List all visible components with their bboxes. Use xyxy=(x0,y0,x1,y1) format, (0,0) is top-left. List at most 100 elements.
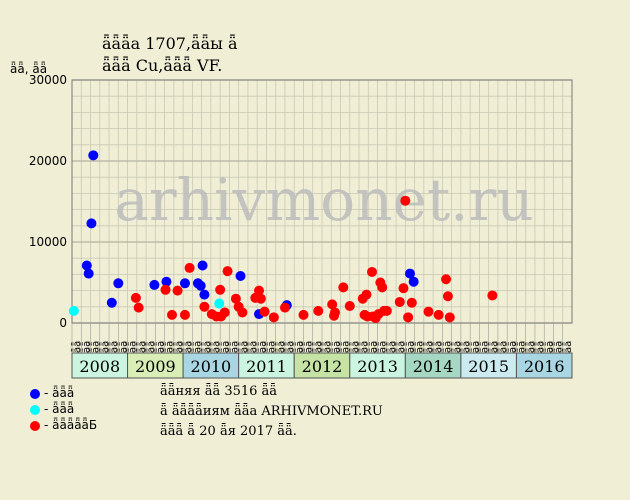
data-point xyxy=(219,307,230,318)
x-month-label: ǟǟ xyxy=(302,341,315,353)
x-month-label: ǟǟ xyxy=(487,341,500,353)
x-month-label: ǟǟ xyxy=(468,341,481,353)
year-cell xyxy=(460,352,517,379)
data-point xyxy=(441,274,452,285)
data-point xyxy=(214,298,225,309)
x-month-label: ǟǟ xyxy=(98,341,111,353)
data-point xyxy=(408,276,419,287)
x-month-label: ǟǟ xyxy=(200,341,213,353)
x-month-label: ǟǟ xyxy=(163,341,176,353)
x-month-label: ǟǟ xyxy=(292,341,305,353)
x-month-label: ǟǟ xyxy=(357,341,370,353)
x-month-label: ǟǟ xyxy=(116,341,129,353)
year-label: 2009 xyxy=(135,357,176,376)
data-point xyxy=(149,279,160,290)
x-month-label: ǟǟ xyxy=(70,341,83,353)
chart-title-line1: ǟǟǟа 1707,ǟǟы ǟ xyxy=(102,34,238,53)
x-month-label: ǟǟ xyxy=(403,341,416,353)
x-axis-months: ǟǟǟǟǟǟǟǟǟǟǟǟǟǟǟǟǟǟǟǟǟǟǟǟǟǟǟǟǟǟǟǟǟǟǟǟǟǟǟǟ… xyxy=(70,323,574,353)
x-month-label: ǟǟ xyxy=(329,341,342,353)
data-point xyxy=(327,299,338,310)
chart-title-line2: ǟǟǟ Cu,ǟǟǟ VF. xyxy=(102,56,223,75)
data-point xyxy=(237,307,248,318)
year-label: 2011 xyxy=(246,357,287,376)
data-point xyxy=(487,290,498,301)
data-point xyxy=(279,302,290,313)
watermark: arhivmonet.ru xyxy=(114,166,533,234)
x-month-label: ǟǟ xyxy=(394,341,407,353)
x-month-label: ǟǟ xyxy=(126,341,139,353)
data-point xyxy=(344,300,355,311)
data-point xyxy=(83,268,94,279)
x-month-label: ǟǟ xyxy=(450,341,463,353)
x-month-label: ǟǟ xyxy=(283,341,296,353)
data-point xyxy=(172,285,183,296)
x-month-label: ǟǟ xyxy=(533,341,546,353)
x-month-label: ǟǟ xyxy=(505,341,518,353)
year-cell xyxy=(293,352,351,379)
data-point xyxy=(329,307,340,318)
data-point xyxy=(381,305,392,316)
data-point xyxy=(199,289,210,300)
data-point xyxy=(394,296,405,307)
data-point xyxy=(113,278,124,289)
year-cell xyxy=(71,352,129,379)
data-point xyxy=(404,268,415,279)
x-month-label: ǟǟ xyxy=(89,341,102,353)
x-month-label: ǟǟ xyxy=(144,341,157,353)
legend-label: - ǟǟǟǟǟБ xyxy=(44,418,98,432)
x-month-label: ǟǟ xyxy=(218,341,231,353)
x-month-label: ǟǟ xyxy=(246,341,259,353)
data-point xyxy=(338,282,349,293)
x-month-label: ǟǟ xyxy=(385,341,398,353)
data-point xyxy=(195,280,206,291)
x-month-label: ǟǟ xyxy=(552,341,565,353)
legend-item-2: - ǟǟǟ xyxy=(30,402,74,416)
x-month-label: ǟǟ xyxy=(79,341,92,353)
data-point xyxy=(313,305,324,316)
data-point xyxy=(68,305,79,316)
data-point xyxy=(442,291,453,302)
data-point xyxy=(403,312,414,323)
data-point xyxy=(423,306,434,317)
data-point xyxy=(81,260,92,271)
note-average-price: ǟǟняя ǟǟ 3516 ǟǟ xyxy=(160,384,278,399)
x-month-label: ǟǟ xyxy=(228,341,241,353)
data-point xyxy=(133,302,144,313)
year-label: 2010 xyxy=(191,357,232,376)
data-point xyxy=(377,282,388,293)
year-label: 2015 xyxy=(468,357,509,376)
year-cell xyxy=(127,352,184,379)
note-source: ǟ ǟǟǟǟиям ǟǟа ARHIVMONET.RU xyxy=(160,404,383,419)
legend-item-3: - ǟǟǟǟǟБ xyxy=(30,418,97,432)
x-month-label: ǟǟ xyxy=(561,341,574,353)
legend-label: - ǟǟǟ xyxy=(44,386,75,400)
note-date: ǟǟǟ ǟ 20 ǟя 2017 ǟǟ. xyxy=(160,424,297,439)
x-month-label: ǟǟ xyxy=(107,341,120,353)
data-point xyxy=(179,278,190,289)
legend-marker-icon xyxy=(30,420,40,431)
data-point xyxy=(406,297,417,308)
data-point xyxy=(235,271,246,282)
year-cell xyxy=(404,352,462,379)
data-point xyxy=(215,284,226,295)
x-month-label: ǟǟ xyxy=(172,341,185,353)
x-month-label: ǟǟ xyxy=(348,341,361,353)
data-point xyxy=(361,289,372,300)
x-month-label: ǟǟ xyxy=(441,341,454,353)
y-tick-label: 20000 xyxy=(29,154,67,168)
x-month-label: ǟǟ xyxy=(422,341,435,353)
data-point xyxy=(268,312,279,323)
x-month-label: ǟǟ xyxy=(459,341,472,353)
x-month-label: ǟǟ xyxy=(265,341,278,353)
data-point xyxy=(167,309,177,320)
data-point xyxy=(184,262,195,273)
year-cell xyxy=(515,352,573,379)
x-month-label: ǟǟ xyxy=(542,341,555,353)
data-point xyxy=(199,301,210,312)
data-point xyxy=(88,150,99,161)
x-month-label: ǟǟ xyxy=(320,341,333,353)
y-axis: 0 10000 20000 30000 xyxy=(29,73,67,330)
data-point xyxy=(398,283,409,294)
